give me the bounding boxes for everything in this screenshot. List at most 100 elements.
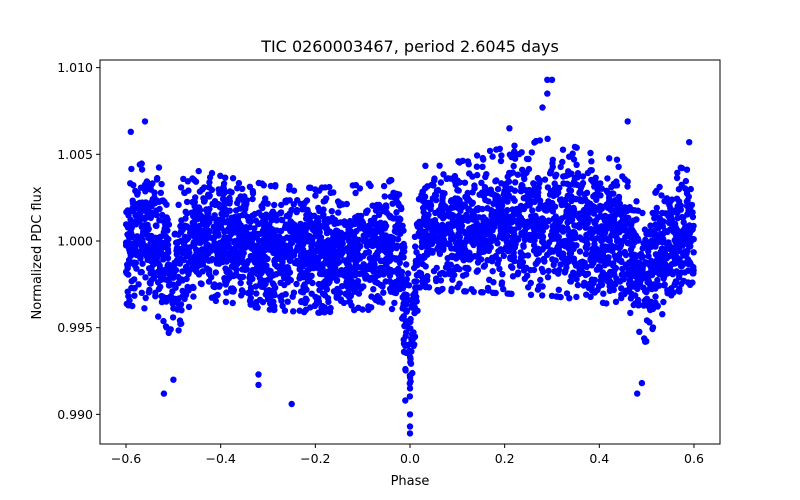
- data-point: [328, 208, 335, 215]
- data-point: [571, 178, 578, 185]
- data-point: [632, 271, 640, 278]
- data-point-outlier: [288, 400, 295, 408]
- data-point: [530, 247, 538, 254]
- data-point: [587, 256, 594, 263]
- data-point: [495, 248, 502, 255]
- data-point: [325, 280, 332, 287]
- data-point: [350, 279, 357, 286]
- data-point: [199, 251, 206, 258]
- data-point: [179, 224, 186, 232]
- data-point: [435, 207, 443, 214]
- data-point: [403, 320, 410, 327]
- data-point: [504, 186, 512, 194]
- data-point: [316, 286, 323, 294]
- data-point: [655, 222, 663, 229]
- data-point: [223, 211, 230, 218]
- data-point: [650, 281, 657, 288]
- data-point: [455, 158, 462, 165]
- data-point: [145, 289, 152, 296]
- data-point: [288, 219, 295, 226]
- data-point: [174, 306, 181, 313]
- data-point: [435, 288, 442, 295]
- data-point: [174, 239, 181, 246]
- data-point: [538, 265, 545, 273]
- data-point: [362, 267, 369, 274]
- data-point: [603, 225, 610, 232]
- data-point: [143, 178, 151, 185]
- data-point: [222, 236, 229, 243]
- data-point: [297, 252, 305, 260]
- data-point: [191, 208, 199, 215]
- data-point: [153, 176, 161, 183]
- data-point: [510, 211, 517, 218]
- data-point: [293, 206, 301, 214]
- data-point: [393, 244, 400, 252]
- data-point: [468, 286, 475, 293]
- data-point: [418, 238, 426, 246]
- data-point: [465, 161, 472, 168]
- data-point: [474, 267, 482, 274]
- data-point: [591, 191, 598, 199]
- data-point: [238, 287, 246, 294]
- data-point: [675, 186, 683, 193]
- data-point: [387, 177, 394, 184]
- data-point: [632, 265, 640, 272]
- data-point: [643, 230, 650, 238]
- data-point: [579, 258, 586, 265]
- data-point: [362, 273, 369, 280]
- data-point: [490, 279, 497, 286]
- data-point: [447, 230, 454, 238]
- data-point: [158, 180, 165, 188]
- data-point: [141, 244, 148, 251]
- data-point: [683, 166, 691, 173]
- data-point: [457, 207, 464, 214]
- data-point: [196, 188, 204, 195]
- data-point: [189, 260, 196, 268]
- data-point: [630, 217, 637, 224]
- data-point: [689, 213, 697, 221]
- x-tick-label: −0.4: [206, 451, 236, 466]
- data-point: [139, 205, 146, 212]
- data-point: [325, 298, 332, 306]
- data-point: [637, 260, 644, 268]
- data-point: [310, 261, 317, 269]
- data-point: [311, 302, 318, 309]
- data-point: [319, 265, 326, 272]
- data-point: [499, 196, 506, 204]
- data-point: [226, 194, 233, 202]
- data-point: [205, 191, 212, 198]
- data-point: [131, 292, 138, 299]
- data-point: [613, 156, 621, 163]
- data-point: [441, 230, 449, 238]
- data-point: [456, 239, 463, 246]
- data-point: [666, 198, 674, 205]
- data-point: [550, 248, 557, 255]
- data-point-outlier: [638, 379, 646, 387]
- data-point: [440, 171, 447, 178]
- data-point: [341, 218, 348, 225]
- data-point: [681, 240, 688, 247]
- data-point: [556, 196, 564, 204]
- data-point: [132, 239, 139, 247]
- data-point: [252, 283, 259, 290]
- data-point: [421, 281, 429, 288]
- data-point: [532, 260, 539, 268]
- data-point: [413, 298, 420, 305]
- data-point: [312, 230, 320, 237]
- data-point: [277, 256, 284, 263]
- data-point: [569, 256, 577, 264]
- data-point: [208, 247, 215, 254]
- data-point: [190, 239, 197, 246]
- data-point: [559, 146, 567, 153]
- data-point: [469, 189, 476, 196]
- data-point: [170, 274, 177, 281]
- data-point: [409, 369, 416, 377]
- data-point: [366, 255, 374, 262]
- data-point: [511, 142, 518, 149]
- data-point: [477, 222, 484, 230]
- data-point: [229, 299, 236, 307]
- data-point: [506, 151, 514, 158]
- data-point: [556, 240, 563, 247]
- data-point: [165, 329, 172, 337]
- data-point: [308, 272, 315, 279]
